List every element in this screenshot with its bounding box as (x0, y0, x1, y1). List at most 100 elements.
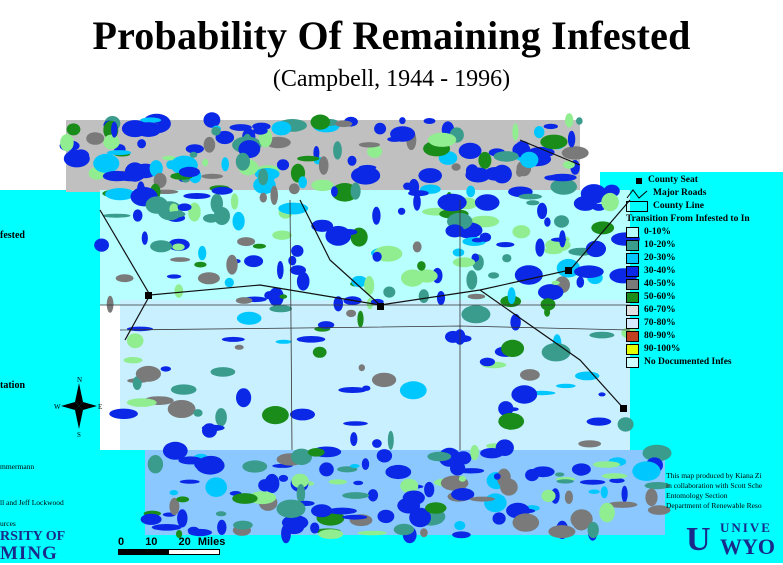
university-u-logo: U (686, 521, 711, 558)
major-road (479, 289, 626, 411)
infestation-patch (296, 336, 326, 343)
infestation-patch (217, 519, 227, 536)
infestation-patch (201, 173, 224, 179)
infestation-patch (621, 485, 628, 503)
infestation-patch (457, 468, 485, 474)
infestation-patch (350, 464, 360, 468)
legend-class-row: 40-50% (626, 278, 783, 291)
legend-swatch (626, 253, 639, 264)
left-university-line1: RSITY OF (0, 529, 66, 544)
infestation-patch (496, 242, 515, 248)
road-icon (626, 188, 648, 199)
infestation-patch (548, 525, 576, 539)
infestation-patch (272, 230, 292, 240)
infestation-patch (512, 513, 540, 532)
infestation-patch (252, 243, 266, 249)
legend-swatch (626, 227, 639, 238)
left-credit-1: mmermann (0, 462, 35, 471)
infestation-patch (167, 400, 196, 418)
infestation-patch (151, 524, 182, 531)
infestation-patch (436, 291, 446, 305)
infestation-patch (351, 166, 381, 185)
legend-county-seat: County Seat (626, 174, 783, 187)
scale-label-miles: Miles (197, 536, 226, 548)
infestation-patch (562, 160, 575, 169)
infestation-patch (390, 126, 416, 142)
infestation-patch (132, 209, 143, 222)
infestation-patch (201, 424, 225, 432)
infestation-patch (467, 293, 486, 300)
infestation-patch (185, 144, 204, 154)
infestation-patch (111, 121, 118, 138)
credit-line: Department of Renewable Reso (666, 501, 762, 510)
infestation-patch (262, 406, 289, 425)
county-seat-icon (636, 177, 642, 184)
infestation-patch (123, 357, 143, 364)
infestation-patch (361, 458, 370, 470)
infestation-patch (358, 142, 380, 148)
infestation-patch (409, 507, 431, 528)
scale-bar: 0 10 20 Miles (118, 536, 225, 555)
infestation-patch (350, 432, 358, 447)
infestation-patch (645, 488, 658, 507)
infestation-patch (166, 160, 176, 170)
infestation-patch (484, 493, 507, 513)
infestation-patch (548, 173, 577, 182)
infestation-patch (203, 213, 219, 223)
infestation-patch (417, 261, 426, 271)
major-road (124, 294, 151, 341)
infestation-patch (540, 298, 556, 311)
infestation-patch (498, 401, 514, 417)
infestation-patch (537, 202, 548, 220)
legend-class-row: 70-80% (626, 317, 783, 330)
infestation-patch (170, 257, 191, 262)
infestation-patch (253, 126, 268, 135)
infestation-patch (178, 166, 200, 178)
infestation-patch (221, 336, 245, 342)
infestation-patch (518, 193, 542, 200)
infestation-patch (202, 158, 209, 167)
infestation-patch (576, 276, 585, 288)
infestation-patch (242, 460, 268, 473)
infestation-patch (132, 376, 142, 390)
infestation-patch (276, 499, 306, 518)
infestation-patch (232, 211, 245, 231)
infestation-patch (540, 134, 568, 150)
infestation-patch (126, 398, 157, 407)
infestation-patch (277, 261, 284, 280)
infestation-patch (592, 461, 621, 468)
infestation-patch (574, 265, 604, 279)
infestation-patch (145, 196, 169, 214)
infestation-patch (466, 185, 476, 198)
infestation-patch (102, 213, 131, 218)
county-line (289, 199, 293, 451)
legend-swatch (626, 331, 639, 342)
legend-class-label: 20-30% (644, 253, 676, 263)
infestation-patch (311, 219, 334, 232)
legend-class-row: 10-20% (626, 239, 783, 252)
left-credit-3: urces (0, 519, 16, 528)
infestation-patch (235, 297, 253, 304)
infestation-patch (346, 309, 357, 318)
infestation-patch (197, 272, 220, 285)
infestation-patch (351, 275, 368, 288)
infestation-patch (418, 289, 429, 303)
legend-class-label: 0-10% (644, 227, 671, 237)
infestation-patch (541, 343, 571, 362)
legend-class-row: 50-60% (626, 291, 783, 304)
infestation-patch (424, 481, 435, 498)
infestation-patch (198, 245, 207, 261)
infestation-patch (72, 149, 90, 163)
infestation-patch (541, 489, 556, 502)
legend-class-row: 60-70% (626, 304, 783, 317)
infestation-patch (543, 123, 558, 130)
infestation-patch (452, 248, 465, 257)
map-subtitle: (Campbell, 1944 - 1996) (272, 66, 511, 92)
infestation-patch (289, 183, 300, 195)
legend-swatch (626, 305, 639, 316)
infestation-patch (518, 267, 526, 282)
infestation-patch (226, 254, 238, 275)
north-arrow-icon: N S W E (54, 376, 102, 437)
infestation-patch (141, 231, 148, 245)
infestation-patch (397, 497, 421, 514)
